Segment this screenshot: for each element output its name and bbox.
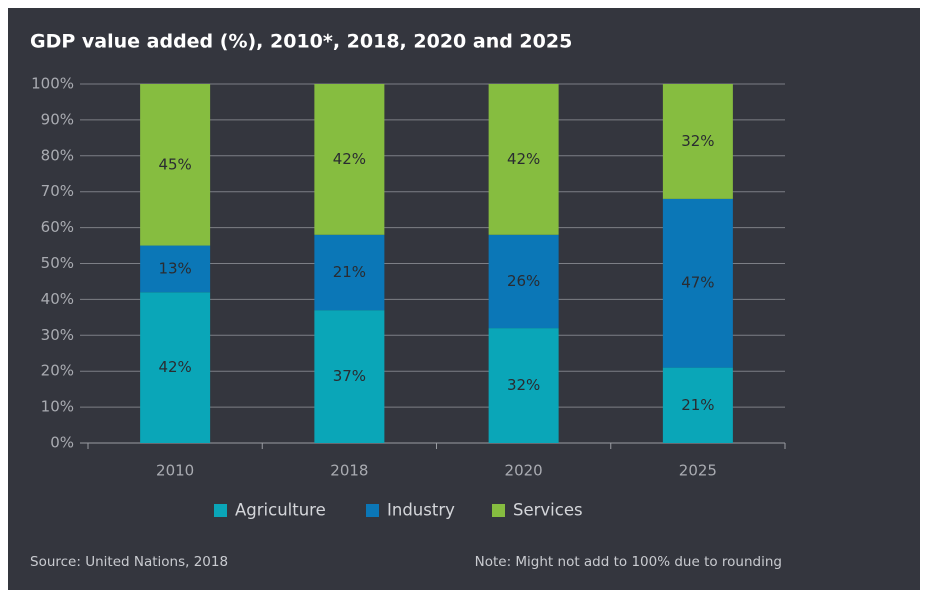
data-label: 42% — [507, 150, 540, 168]
bar-segment — [662, 198, 733, 368]
x-tick-label: 2025 — [679, 462, 717, 480]
bar-segment — [140, 84, 211, 246]
data-label: 32% — [681, 132, 714, 150]
y-tick-label: 40% — [41, 290, 74, 308]
legend-label: Services — [513, 501, 583, 520]
legend-label: Agriculture — [235, 501, 326, 520]
x-tick-label: 2010 — [156, 462, 194, 480]
data-label: 32% — [507, 376, 540, 394]
y-tick-label: 100% — [31, 75, 74, 93]
bar-segment — [314, 310, 385, 443]
legend-label: Industry — [387, 501, 455, 520]
legend-swatch — [366, 504, 379, 517]
bar-segment — [662, 84, 733, 199]
bar-segment — [314, 234, 385, 311]
legend-swatch — [492, 504, 505, 517]
bar-segment — [488, 234, 559, 329]
y-tick-label: 30% — [41, 326, 74, 344]
y-tick-label: 20% — [41, 362, 74, 380]
y-tick-label: 80% — [41, 146, 74, 164]
data-label: 21% — [681, 396, 714, 414]
bar-segment — [488, 328, 559, 443]
data-label: 13% — [158, 259, 191, 277]
y-tick-label: 70% — [41, 182, 74, 200]
data-label: 42% — [158, 358, 191, 376]
x-tick-label: 2018 — [330, 462, 368, 480]
y-tick-label: 10% — [41, 398, 74, 416]
data-label: 21% — [333, 263, 366, 281]
legend-swatch — [214, 504, 227, 517]
bar-segment — [488, 84, 559, 235]
data-label: 45% — [158, 155, 191, 173]
y-tick-label: 60% — [41, 218, 74, 236]
data-label: 26% — [507, 272, 540, 290]
y-tick-label: 50% — [41, 254, 74, 272]
data-label: 47% — [681, 274, 714, 292]
note: Note: Might not add to 100% due to round… — [475, 554, 782, 570]
bar-segment — [662, 367, 733, 443]
data-label: 37% — [333, 367, 366, 385]
bar-segment — [314, 84, 385, 235]
chart-title: GDP value added (%), 2010*, 2018, 2020 a… — [30, 31, 572, 53]
y-tick-label: 90% — [41, 110, 74, 128]
y-tick-label: 0% — [50, 434, 74, 452]
x-tick-label: 2020 — [505, 462, 543, 480]
data-label: 42% — [333, 150, 366, 168]
bar-segment — [140, 245, 211, 293]
bar-segment — [140, 292, 211, 443]
source: Source: United Nations, 2018 — [30, 554, 228, 570]
